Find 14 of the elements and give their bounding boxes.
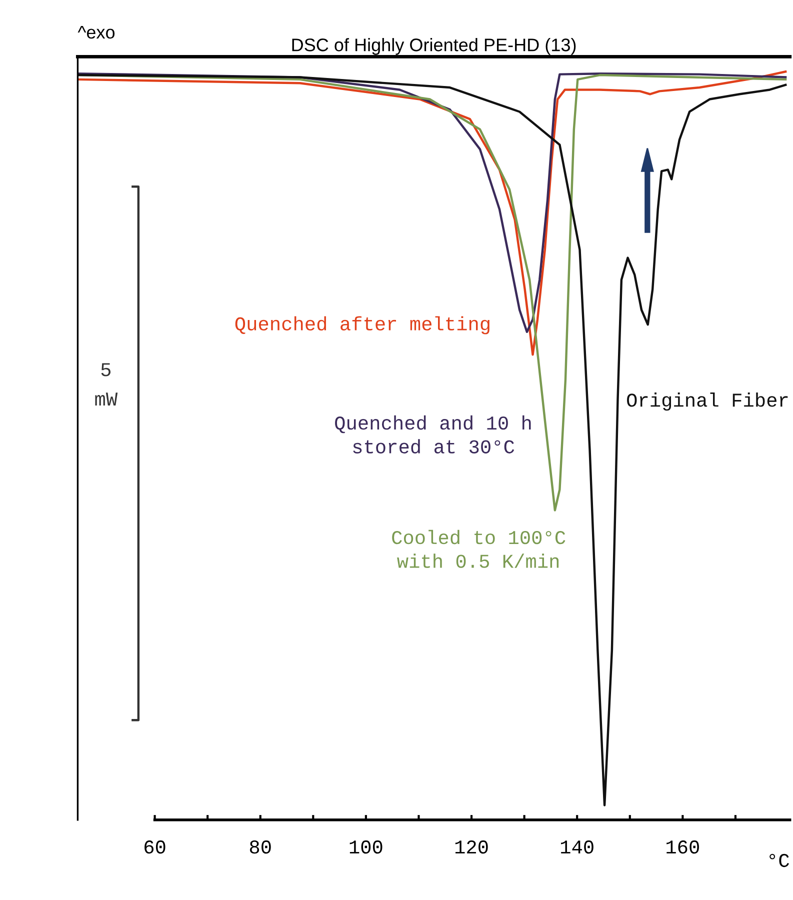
series-label: Cooled to 100°C with 0.5 K/min	[392, 530, 566, 568]
x-tick-label: 100	[350, 840, 382, 854]
x-tick-label: 80	[250, 840, 271, 854]
x-tick-label: 60	[144, 840, 166, 854]
x-axis-title: °C	[770, 854, 789, 868]
series-label: Quenched after melting	[235, 316, 490, 334]
chart-title: DSC of Highly Oriented PE-HD (13)	[292, 38, 576, 55]
text: Quenched and 10 h stored at 30°C	[335, 415, 531, 454]
series-label: Original Fiber	[627, 392, 788, 411]
x-tick-label: 140	[560, 840, 594, 854]
x-tick-label: 160	[666, 840, 699, 854]
text: ^exo	[78, 26, 115, 39]
x-tick-label: 120	[455, 840, 488, 854]
series-label: 5 mW	[95, 363, 118, 406]
